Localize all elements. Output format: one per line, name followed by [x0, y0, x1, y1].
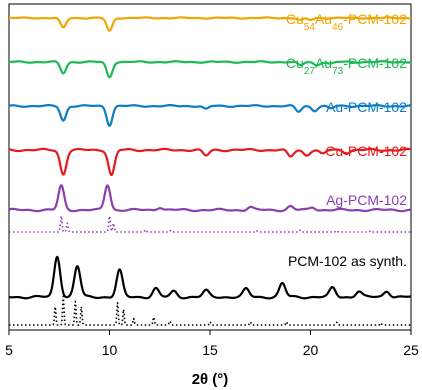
- series-label-3: Cu-PCM-102: [325, 143, 407, 159]
- series-label-2: Au-PCM-102: [326, 99, 407, 115]
- trace-labels: Cu54Au46-PCM-102 Cu27Au73-PCM-102 Au-PCM-1…: [286, 11, 407, 269]
- plot-frame: [8, 3, 412, 331]
- x-tick-label-2: 15: [202, 342, 218, 358]
- traces: [8, 16, 412, 326]
- series-label-4: Ag-PCM-102: [326, 192, 407, 208]
- series-line-6: [8, 255, 412, 300]
- series-line-0: [8, 16, 412, 32]
- series-label-1: Cu27Au73-PCM-102: [286, 55, 407, 77]
- series-label-0: Cu54Au46-PCM-102: [286, 11, 407, 33]
- series-line-3: [8, 147, 412, 177]
- x-axis: 5 10 15 20 25: [5, 330, 419, 358]
- series-line-4: [8, 184, 412, 213]
- series-line-2: [8, 103, 412, 127]
- x-tick-label-4: 25: [403, 342, 419, 358]
- x-tick-label-0: 5: [5, 342, 13, 358]
- x-tick-label-1: 10: [102, 342, 118, 358]
- x-axis-title: 2θ (°): [192, 371, 229, 388]
- series-line-7: [8, 295, 412, 326]
- x-tick-label-3: 20: [303, 342, 319, 358]
- series-label-6: PCM-102 as synth.: [288, 253, 407, 269]
- series-line-1: [8, 60, 412, 79]
- series-line-5: [8, 215, 412, 233]
